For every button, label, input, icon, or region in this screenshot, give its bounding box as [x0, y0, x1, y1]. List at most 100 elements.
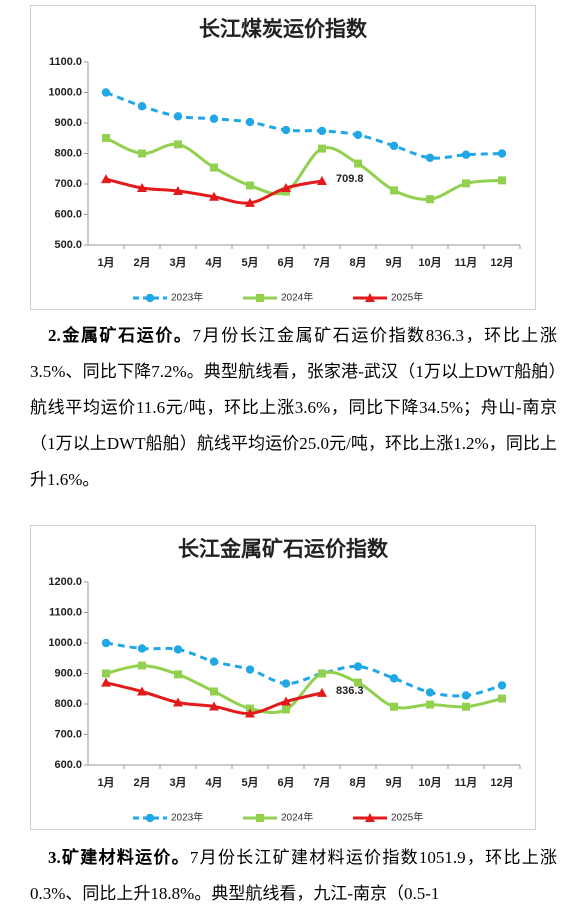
data-point — [389, 141, 399, 151]
legend-marker — [256, 294, 264, 302]
legend-marker — [365, 813, 375, 822]
chart-title: 长江金属矿石运价指数 — [178, 537, 389, 561]
data-point — [173, 697, 183, 707]
data-point — [245, 708, 255, 718]
x-tick-label: 2月 — [133, 776, 150, 789]
data-point — [137, 686, 147, 696]
data-point — [174, 140, 182, 149]
x-tick-label: 4月 — [205, 256, 222, 269]
data-point — [210, 163, 218, 172]
legend-marker — [365, 293, 375, 302]
paragraph-text: 7月份长江矿建材料运价指数1051.9，环比上涨0.3%、同比上升18.8%。典… — [30, 848, 558, 903]
chart-title: 长江煤炭运价指数 — [199, 17, 368, 41]
data-point — [390, 186, 398, 195]
legend-label: 2025年 — [391, 291, 423, 304]
data-point — [209, 657, 219, 666]
data-point — [462, 702, 470, 711]
x-tick-label: 10月 — [418, 256, 441, 269]
data-point — [497, 681, 507, 690]
data-point — [354, 678, 362, 687]
x-tick-label: 1月 — [97, 256, 114, 269]
y-tick-label: 700.0 — [54, 178, 82, 190]
legend-marker — [145, 293, 155, 303]
paragraph-lead: 3.矿建材料运价。 — [48, 848, 190, 867]
x-tick-label: 6月 — [277, 776, 294, 789]
data-point — [209, 114, 219, 123]
legend-marker — [145, 813, 155, 823]
legend-label: 2023年 — [171, 811, 203, 824]
x-tick-label: 9月 — [385, 256, 402, 269]
data-point — [317, 176, 327, 186]
data-point — [101, 677, 111, 687]
x-tick-label: 4月 — [205, 776, 222, 789]
data-point — [245, 197, 255, 207]
data-point — [137, 102, 147, 111]
x-tick-label: 7月 — [313, 776, 330, 789]
paragraph-text: 7月份长江金属矿石运价指数836.3，环比上涨3.5%、同比下降7.2%。典型航… — [30, 326, 558, 489]
y-tick-label: 1100.0 — [49, 606, 82, 618]
x-tick-label: 9月 — [385, 776, 402, 789]
data-point — [173, 112, 183, 121]
data-point — [102, 669, 110, 678]
x-tick-label: 3月 — [169, 256, 186, 269]
data-point — [209, 191, 219, 201]
data-point — [461, 150, 471, 159]
data-point — [138, 661, 146, 670]
data-point — [173, 645, 183, 654]
data-point — [137, 644, 147, 653]
data-point — [210, 687, 218, 696]
data-point — [317, 126, 327, 136]
x-tick-label: 5月 — [241, 256, 258, 269]
x-tick-label: 1月 — [97, 776, 114, 789]
x-tick-label: 3月 — [169, 776, 186, 789]
data-point — [426, 700, 434, 709]
x-tick-label: 2月 — [133, 256, 150, 269]
data-point — [173, 186, 183, 196]
data-point — [102, 133, 110, 142]
chart: 长江金属矿石运价指数 600.0 700.0 800.0 900.0 1000.0 1100… — [30, 525, 536, 830]
x-tick-label: 8月 — [349, 256, 366, 269]
data-label: 836.3 — [336, 685, 364, 697]
paragraph: 2.金属矿石运价。7月份长江金属矿石运价指数836.3，环比上涨3.5%、同比下… — [30, 318, 557, 498]
x-tick-label: 7月 — [313, 256, 330, 269]
data-point — [425, 153, 435, 162]
y-tick-label: 800.0 — [54, 698, 82, 710]
y-tick-label: 800.0 — [54, 147, 82, 159]
data-point — [498, 694, 506, 703]
data-point — [317, 687, 327, 697]
paragraph: 3.矿建材料运价。7月份长江矿建材料运价指数1051.9，环比上涨0.3%、同比… — [30, 840, 557, 912]
legend-label: 2025年 — [391, 811, 423, 824]
x-tick-label: 11月 — [455, 776, 478, 789]
x-tick-label: 12月 — [490, 776, 513, 789]
data-point — [137, 182, 147, 192]
data-point — [498, 176, 506, 185]
y-tick-label: 600.0 — [54, 759, 82, 771]
x-tick-label: 10月 — [418, 776, 441, 789]
paragraph-lead: 2.金属矿石运价。 — [48, 326, 193, 345]
data-point — [245, 665, 255, 674]
chart: 长江煤炭运价指数 500.0 600.0 700.0 800.0 900.0 1000.0 1… — [30, 5, 536, 310]
data-point — [101, 174, 111, 184]
data-point — [425, 688, 435, 697]
data-point — [354, 159, 362, 168]
data-point — [426, 195, 434, 204]
y-tick-label: 1000.0 — [48, 86, 82, 98]
data-point — [138, 149, 146, 158]
data-point — [246, 181, 254, 190]
data-point — [101, 88, 111, 97]
y-tick-label: 900.0 — [54, 667, 82, 679]
legend-label: 2023年 — [171, 291, 203, 304]
y-tick-label: 1000.0 — [48, 637, 82, 649]
data-label: 709.8 — [336, 173, 364, 185]
x-tick-label: 8月 — [349, 776, 366, 789]
x-tick-label: 12月 — [490, 256, 513, 269]
data-point — [318, 669, 326, 678]
y-tick-label: 600.0 — [54, 208, 82, 220]
y-tick-label: 500.0 — [54, 239, 82, 251]
data-point — [497, 149, 507, 158]
y-tick-label: 1200.0 — [48, 576, 82, 588]
data-point — [245, 117, 255, 127]
data-point — [318, 144, 326, 153]
data-point — [174, 670, 182, 679]
